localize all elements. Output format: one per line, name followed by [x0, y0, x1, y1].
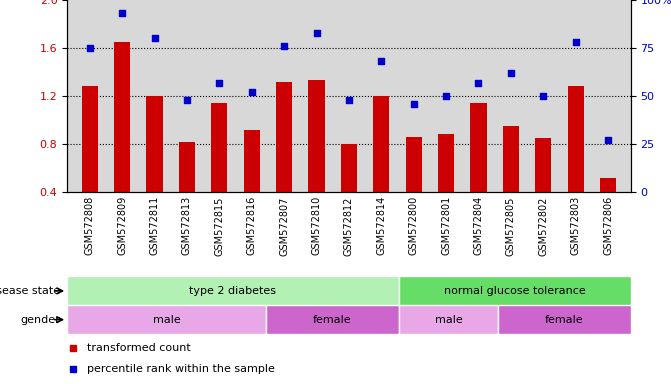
Text: percentile rank within the sample: percentile rank within the sample [87, 364, 274, 374]
Bar [535, 138, 552, 240]
Bar [211, 103, 227, 240]
Text: GSM572808: GSM572808 [85, 196, 95, 255]
Bar [276, 82, 293, 240]
Text: disease state: disease state [0, 286, 60, 296]
Text: GSM572814: GSM572814 [376, 196, 386, 255]
Point [505, 70, 516, 76]
Point [311, 30, 322, 36]
Bar [341, 144, 357, 240]
Bar [82, 86, 98, 240]
Bar [179, 142, 195, 240]
Text: GSM572805: GSM572805 [506, 196, 516, 256]
Bar [244, 130, 260, 240]
Bar [503, 126, 519, 240]
Bar [399, 276, 631, 305]
Point [278, 43, 289, 49]
Bar [146, 96, 162, 240]
Text: GSM572809: GSM572809 [117, 196, 127, 255]
Bar [67, 276, 399, 305]
Text: female: female [313, 314, 352, 325]
Bar [600, 177, 616, 240]
Bar [373, 96, 389, 240]
Point [473, 79, 484, 86]
Bar [405, 137, 422, 240]
Point [149, 35, 160, 41]
Point [376, 58, 386, 65]
Bar [399, 305, 498, 334]
Text: GSM572804: GSM572804 [474, 196, 484, 255]
Point [246, 89, 257, 95]
Point [214, 79, 225, 86]
Text: type 2 diabetes: type 2 diabetes [189, 286, 276, 296]
Bar [498, 305, 631, 334]
Point [344, 97, 354, 103]
Text: transformed count: transformed count [87, 343, 191, 353]
Bar [309, 80, 325, 240]
Point [409, 101, 419, 107]
Text: male: male [435, 314, 462, 325]
Text: GSM572810: GSM572810 [311, 196, 321, 255]
Text: normal glucose tolerance: normal glucose tolerance [444, 286, 586, 296]
Text: GSM572803: GSM572803 [570, 196, 580, 255]
Text: GSM572815: GSM572815 [214, 196, 224, 256]
Text: GSM572807: GSM572807 [279, 196, 289, 256]
Point [117, 10, 127, 17]
Text: gender: gender [21, 314, 60, 325]
Bar [568, 86, 584, 240]
Bar [470, 103, 486, 240]
Text: GSM572801: GSM572801 [441, 196, 451, 255]
Text: GSM572802: GSM572802 [538, 196, 548, 256]
Bar [114, 42, 130, 240]
Point [182, 97, 193, 103]
Point [441, 93, 452, 99]
Point [85, 45, 95, 51]
Text: GSM572812: GSM572812 [344, 196, 354, 256]
Bar [438, 134, 454, 240]
Bar [67, 305, 266, 334]
Text: female: female [545, 314, 584, 325]
Text: GSM572811: GSM572811 [150, 196, 160, 255]
Text: GSM572813: GSM572813 [182, 196, 192, 255]
Point [538, 93, 549, 99]
Point [570, 39, 581, 45]
Text: GSM572806: GSM572806 [603, 196, 613, 255]
Text: male: male [153, 314, 180, 325]
Text: GSM572800: GSM572800 [409, 196, 419, 255]
Text: GSM572816: GSM572816 [247, 196, 257, 255]
Point [603, 137, 613, 143]
Bar [266, 305, 399, 334]
